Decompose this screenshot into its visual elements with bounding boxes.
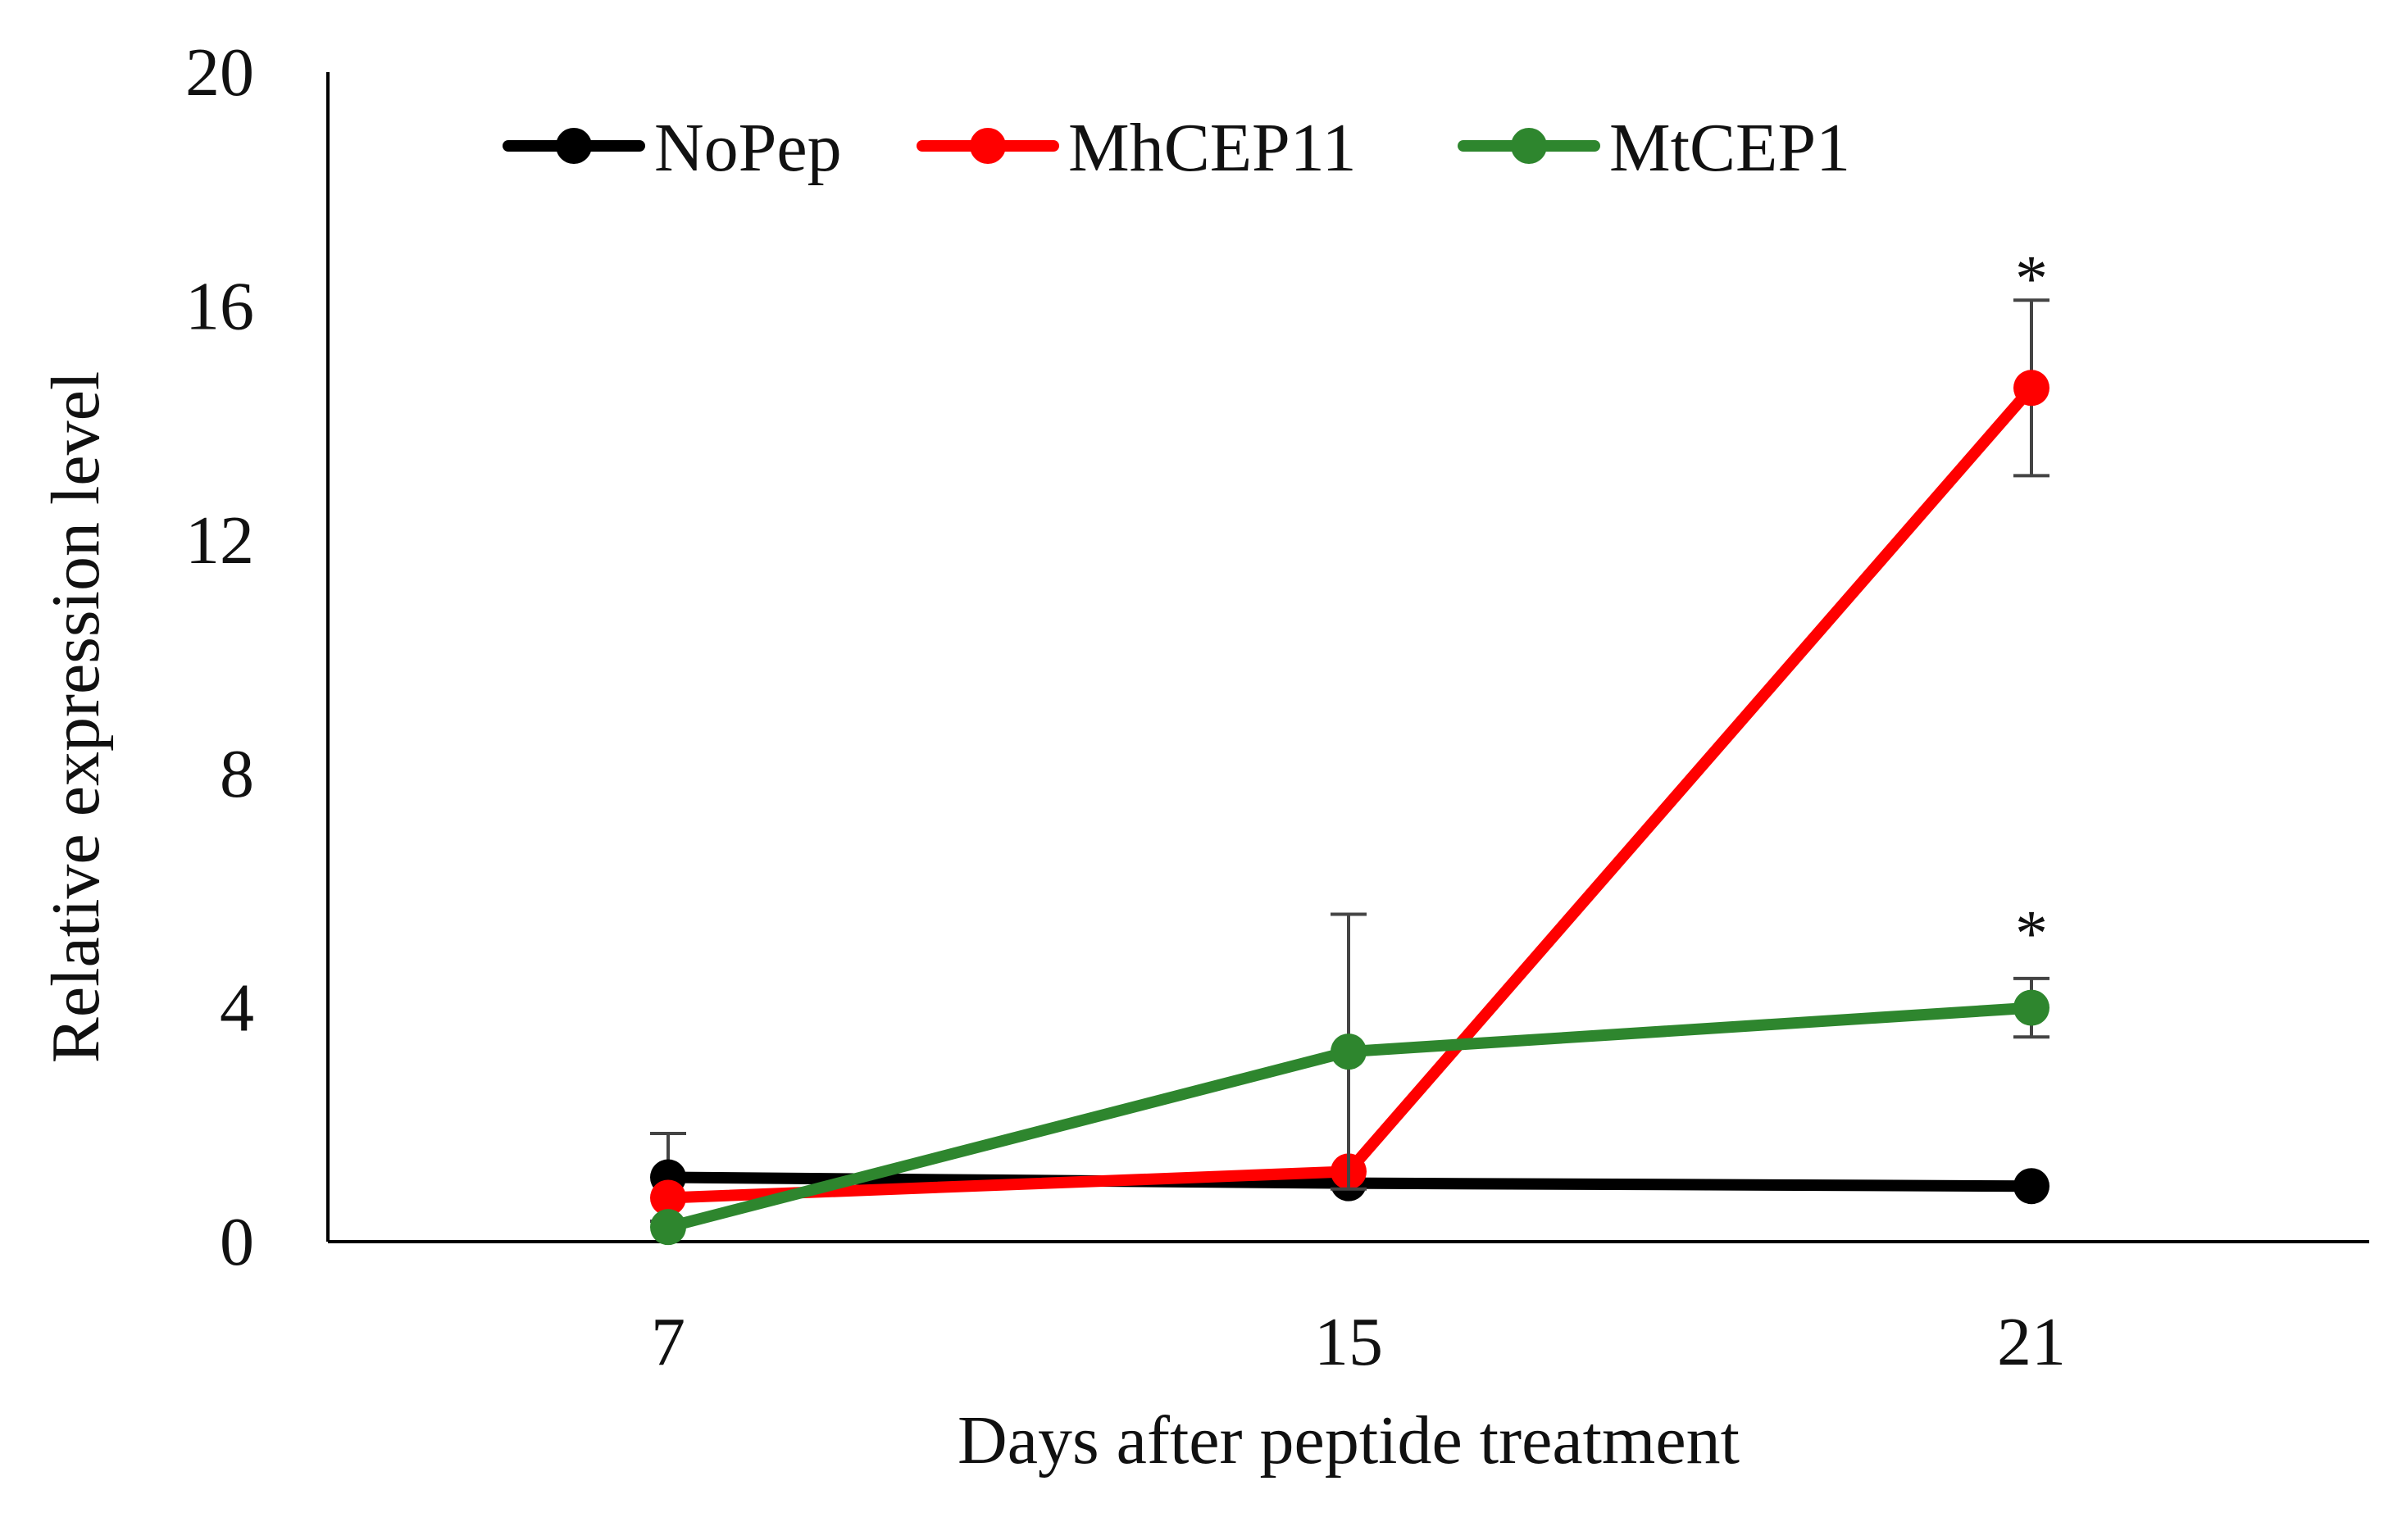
x-tick-label: 21: [1997, 1304, 2066, 1380]
data-point: [1331, 1033, 1367, 1070]
x-tick-label: 15: [1314, 1304, 1383, 1380]
x-axis-ticks: 7 15 21: [651, 1304, 2066, 1380]
legend-marker: [970, 128, 1006, 164]
series-mtcep1: [650, 912, 2049, 1246]
y-tick-label: 0: [220, 1204, 254, 1280]
legend-label: MtCEP1: [1609, 110, 1850, 186]
data-point: [650, 1209, 686, 1246]
legend-item-nopep: NoPep: [503, 110, 842, 186]
legend-item-mhcep11: MhCEP11: [917, 110, 1357, 186]
legend-label: NoPep: [654, 110, 842, 186]
y-axis-ticks: 0 4 8 12 16 20: [185, 34, 254, 1280]
legend-marker: [1511, 128, 1547, 164]
legend-label: MhCEP11: [1068, 110, 1357, 186]
data-point: [2013, 1168, 2049, 1205]
annotation-layer: **: [2015, 243, 2048, 970]
data-point: [2013, 989, 2049, 1026]
significance-marker: *: [2015, 243, 2048, 315]
data-point: [650, 1179, 686, 1216]
legend-marker: [556, 128, 592, 164]
legend: NoPep MhCEP11 MtCEP1: [503, 110, 1850, 186]
data-point: [2013, 370, 2049, 407]
significance-marker: *: [2015, 897, 2048, 970]
y-tick-label: 16: [185, 268, 254, 344]
x-tick-label: 7: [651, 1304, 685, 1380]
y-tick-label: 20: [185, 34, 254, 111]
y-tick-label: 4: [220, 970, 254, 1047]
series-layer: [650, 298, 2049, 1246]
legend-item-mtcep1: MtCEP1: [1458, 110, 1850, 186]
x-axis-title: Days after peptide treatment: [958, 1402, 1740, 1479]
y-tick-label: 12: [185, 502, 254, 579]
y-axis-title: Relative expression level: [38, 371, 114, 1063]
y-tick-label: 8: [220, 736, 254, 812]
